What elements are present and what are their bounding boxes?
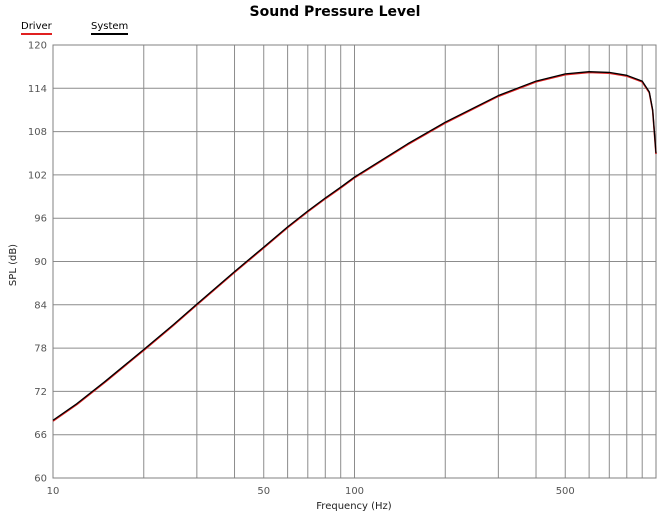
x-tick-label: 10 <box>47 486 60 497</box>
x-axis-title: Frequency (Hz) <box>316 501 392 512</box>
y-tick-label: 90 <box>34 257 47 268</box>
y-tick-label: 60 <box>34 474 47 485</box>
grid-layer <box>53 45 656 478</box>
x-tick-label: 100 <box>345 486 364 497</box>
series-layer <box>52 71 657 422</box>
x-tick-label: 500 <box>556 486 575 497</box>
y-tick-label: 96 <box>34 214 47 225</box>
plot-frame <box>52 44 657 479</box>
legend-label-driver: Driver <box>21 21 52 32</box>
tick-label-layer: 60 66 72 78 84 90 96 102 108 114 120 10 50 100 500 <box>28 41 575 498</box>
legend-label-system: System <box>91 21 129 32</box>
y-tick-label: 66 <box>34 430 47 441</box>
y-tick-label: 108 <box>28 127 47 138</box>
y-tick-label: 102 <box>28 170 47 181</box>
y-tick-label: 72 <box>34 387 47 398</box>
legend-swatch-system <box>91 33 129 35</box>
y-axis-title: SPL (dB) <box>8 244 19 286</box>
legend-item-driver: Driver <box>21 21 52 35</box>
y-tick-label: 78 <box>34 344 47 355</box>
y-tick-label: 114 <box>28 84 47 95</box>
legend-swatch-driver <box>21 33 52 35</box>
x-tick-label: 50 <box>257 486 270 497</box>
y-tick-label: 120 <box>28 41 47 52</box>
chart-title: Sound Pressure Level <box>249 4 421 20</box>
series-line-system <box>52 71 657 421</box>
legend-item-system: System <box>91 21 129 35</box>
y-tick-label: 84 <box>34 300 47 311</box>
